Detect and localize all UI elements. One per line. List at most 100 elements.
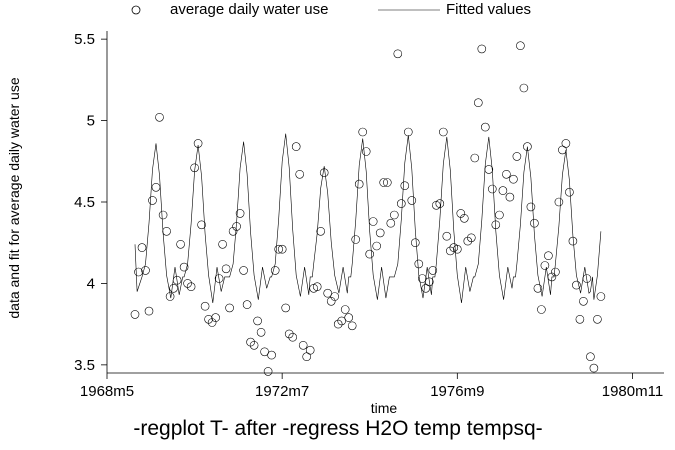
data-point (396, 199, 406, 208)
data-point (179, 262, 189, 272)
data-point (200, 301, 210, 311)
data-point (456, 209, 466, 218)
data-point (165, 292, 175, 301)
data-point (586, 352, 595, 362)
data-point (158, 210, 168, 220)
data-point (551, 267, 560, 277)
y-ticks: 3.5 4 4.5 5 5.5 (74, 31, 107, 374)
data-point (330, 292, 340, 301)
data-point (288, 332, 298, 342)
data-point (403, 127, 413, 137)
y-axis-title: data and fit for average daily water use (6, 77, 22, 318)
data-point (445, 246, 455, 256)
x-ticks: 1968m5 1972m7 1976m9 1980m11 (80, 373, 663, 400)
x-tick-label: 1980m11 (602, 383, 663, 400)
data-point (495, 210, 504, 220)
data-point (470, 153, 480, 163)
data-point (235, 209, 245, 218)
data-point (260, 347, 269, 357)
data-point (505, 192, 515, 202)
data-point (242, 300, 252, 309)
data-point (144, 306, 154, 316)
x-tick-label: 1968m5 (80, 383, 134, 400)
data-point (221, 264, 231, 274)
data-point (491, 220, 501, 230)
data-point (270, 266, 280, 275)
data-point (214, 274, 224, 283)
data-point (533, 283, 543, 293)
data-point (186, 282, 196, 292)
data-point (452, 244, 462, 254)
x-axis-title: time (371, 400, 398, 416)
data-point (183, 279, 192, 288)
data-point (302, 352, 312, 362)
data-point (337, 316, 347, 326)
data-point (365, 249, 375, 259)
data-point (575, 314, 585, 324)
data-point (298, 340, 308, 350)
data-point (502, 170, 511, 179)
data-point (169, 283, 178, 293)
data-point (368, 217, 378, 226)
data-point (382, 178, 392, 187)
data-point (340, 305, 350, 314)
data-point (267, 350, 276, 360)
data-point (291, 142, 301, 151)
data-point (417, 274, 427, 283)
data-point (561, 139, 571, 148)
data-point (190, 163, 199, 173)
data-point (358, 127, 368, 137)
data-point (319, 168, 329, 177)
data-point (323, 288, 333, 298)
data-point (442, 231, 452, 241)
data-point (512, 152, 522, 161)
data-point (305, 345, 315, 355)
data-point (333, 319, 343, 329)
data-point (295, 170, 305, 179)
data-point (256, 327, 266, 337)
chart-caption: -regplot T- after -regress H2O temp temp… (133, 417, 542, 440)
scatter-points (130, 41, 606, 376)
data-point (540, 261, 550, 270)
data-point (193, 139, 203, 148)
data-point (459, 214, 469, 223)
data-point (498, 186, 508, 195)
data-point (316, 227, 326, 236)
data-point (407, 196, 417, 205)
data-point (228, 227, 238, 236)
data-point (155, 113, 164, 122)
data-point (361, 147, 371, 156)
data-point (134, 267, 143, 277)
data-point (162, 227, 171, 236)
data-point (151, 183, 161, 192)
data-point (389, 210, 399, 220)
data-point (579, 296, 588, 306)
data-point (148, 196, 157, 205)
y-tick-label: 5.5 (74, 31, 95, 48)
data-point (480, 122, 490, 132)
data-point (211, 313, 220, 322)
data-point (249, 340, 259, 350)
data-point (312, 282, 322, 292)
data-point (509, 174, 518, 184)
data-point (466, 233, 476, 243)
data-point (274, 244, 284, 254)
data-point (414, 259, 424, 269)
data-point (347, 321, 357, 331)
x-tick-label: 1972m7 (255, 383, 309, 400)
data-point (487, 184, 497, 194)
data-point (565, 187, 574, 197)
data-point (424, 277, 434, 287)
data-point (225, 303, 234, 313)
data-point (326, 296, 336, 306)
data-point (589, 363, 599, 373)
data-point (197, 220, 206, 230)
data-point (207, 318, 217, 327)
x-tick-label: 1976m9 (430, 383, 484, 400)
data-point (204, 314, 213, 324)
legend-label-line: Fitted values (446, 1, 531, 18)
y-tick-label: 5 (87, 113, 95, 130)
data-point (351, 235, 361, 244)
y-tick-label: 4 (87, 275, 95, 292)
